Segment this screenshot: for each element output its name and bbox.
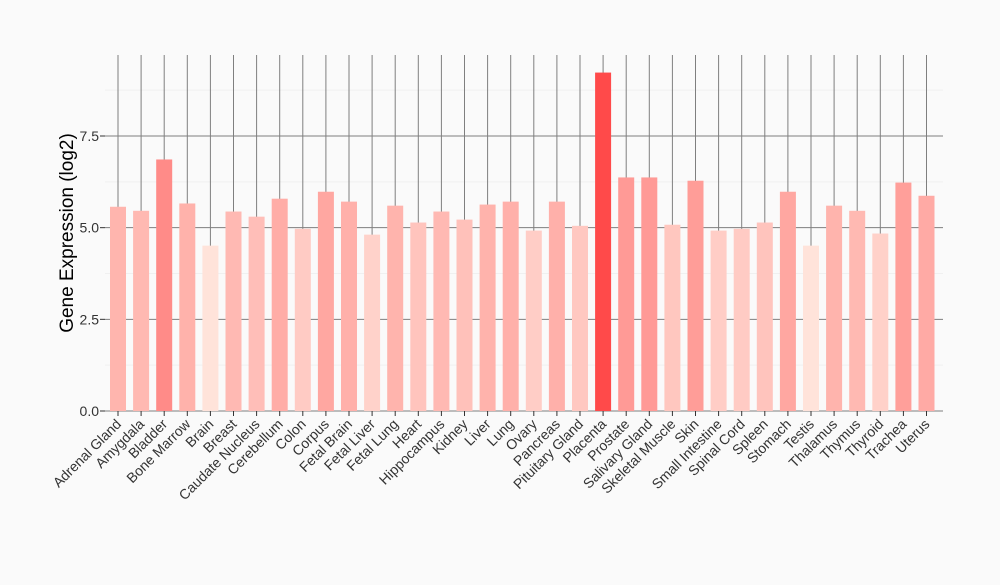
- bar-small-intestine[interactable]: [710, 230, 727, 411]
- bar-pancreas[interactable]: [548, 201, 565, 411]
- bar-lung[interactable]: [502, 201, 519, 411]
- y-tick-label: 0.0: [80, 403, 100, 419]
- bar-bone-marrow[interactable]: [179, 203, 196, 411]
- bar-thymus[interactable]: [849, 210, 866, 411]
- bar-testis[interactable]: [803, 245, 819, 411]
- bar-caudate-nucleus[interactable]: [248, 216, 265, 411]
- bar-bladder[interactable]: [156, 159, 173, 411]
- bar-heart[interactable]: [410, 222, 427, 411]
- bar-hippocampus[interactable]: [433, 211, 450, 411]
- y-tick-label: 5.0: [80, 220, 100, 236]
- bar-breast[interactable]: [225, 211, 242, 411]
- bar-skeletal-muscle[interactable]: [664, 224, 681, 411]
- bar-thyroid[interactable]: [872, 233, 889, 411]
- bar-spinal-cord[interactable]: [733, 228, 750, 411]
- bar-trachea[interactable]: [895, 182, 912, 411]
- bar-skin[interactable]: [687, 180, 704, 411]
- bar-colon[interactable]: [294, 228, 311, 411]
- bar-prostate[interactable]: [618, 177, 635, 411]
- bar-pituitary-gland[interactable]: [572, 225, 588, 411]
- bar-fetal-liver[interactable]: [364, 234, 381, 411]
- bar-amygdala[interactable]: [133, 210, 150, 411]
- bar-brain[interactable]: [202, 245, 219, 411]
- y-tick-label: 2.5: [80, 311, 100, 327]
- bar-corpus[interactable]: [317, 191, 334, 411]
- bar-ovary[interactable]: [525, 230, 542, 411]
- bar-fetal-lung[interactable]: [387, 205, 404, 411]
- bar-cerebellum[interactable]: [271, 198, 288, 411]
- bar-kidney[interactable]: [456, 219, 473, 411]
- bar-fetal-brain[interactable]: [341, 201, 357, 411]
- y-tick-label: 7.5: [80, 128, 100, 144]
- bar-spleen[interactable]: [756, 222, 773, 411]
- y-axis-label: Gene Expression (log2): [57, 133, 78, 333]
- bar-liver[interactable]: [479, 204, 496, 411]
- bar-adrenal-gland[interactable]: [110, 206, 126, 411]
- bar-placenta[interactable]: [595, 72, 612, 412]
- bar-thalamus[interactable]: [826, 205, 843, 411]
- bar-salivary-gland[interactable]: [641, 177, 658, 411]
- bar-uterus[interactable]: [918, 195, 935, 411]
- bar-stomach[interactable]: [779, 191, 796, 411]
